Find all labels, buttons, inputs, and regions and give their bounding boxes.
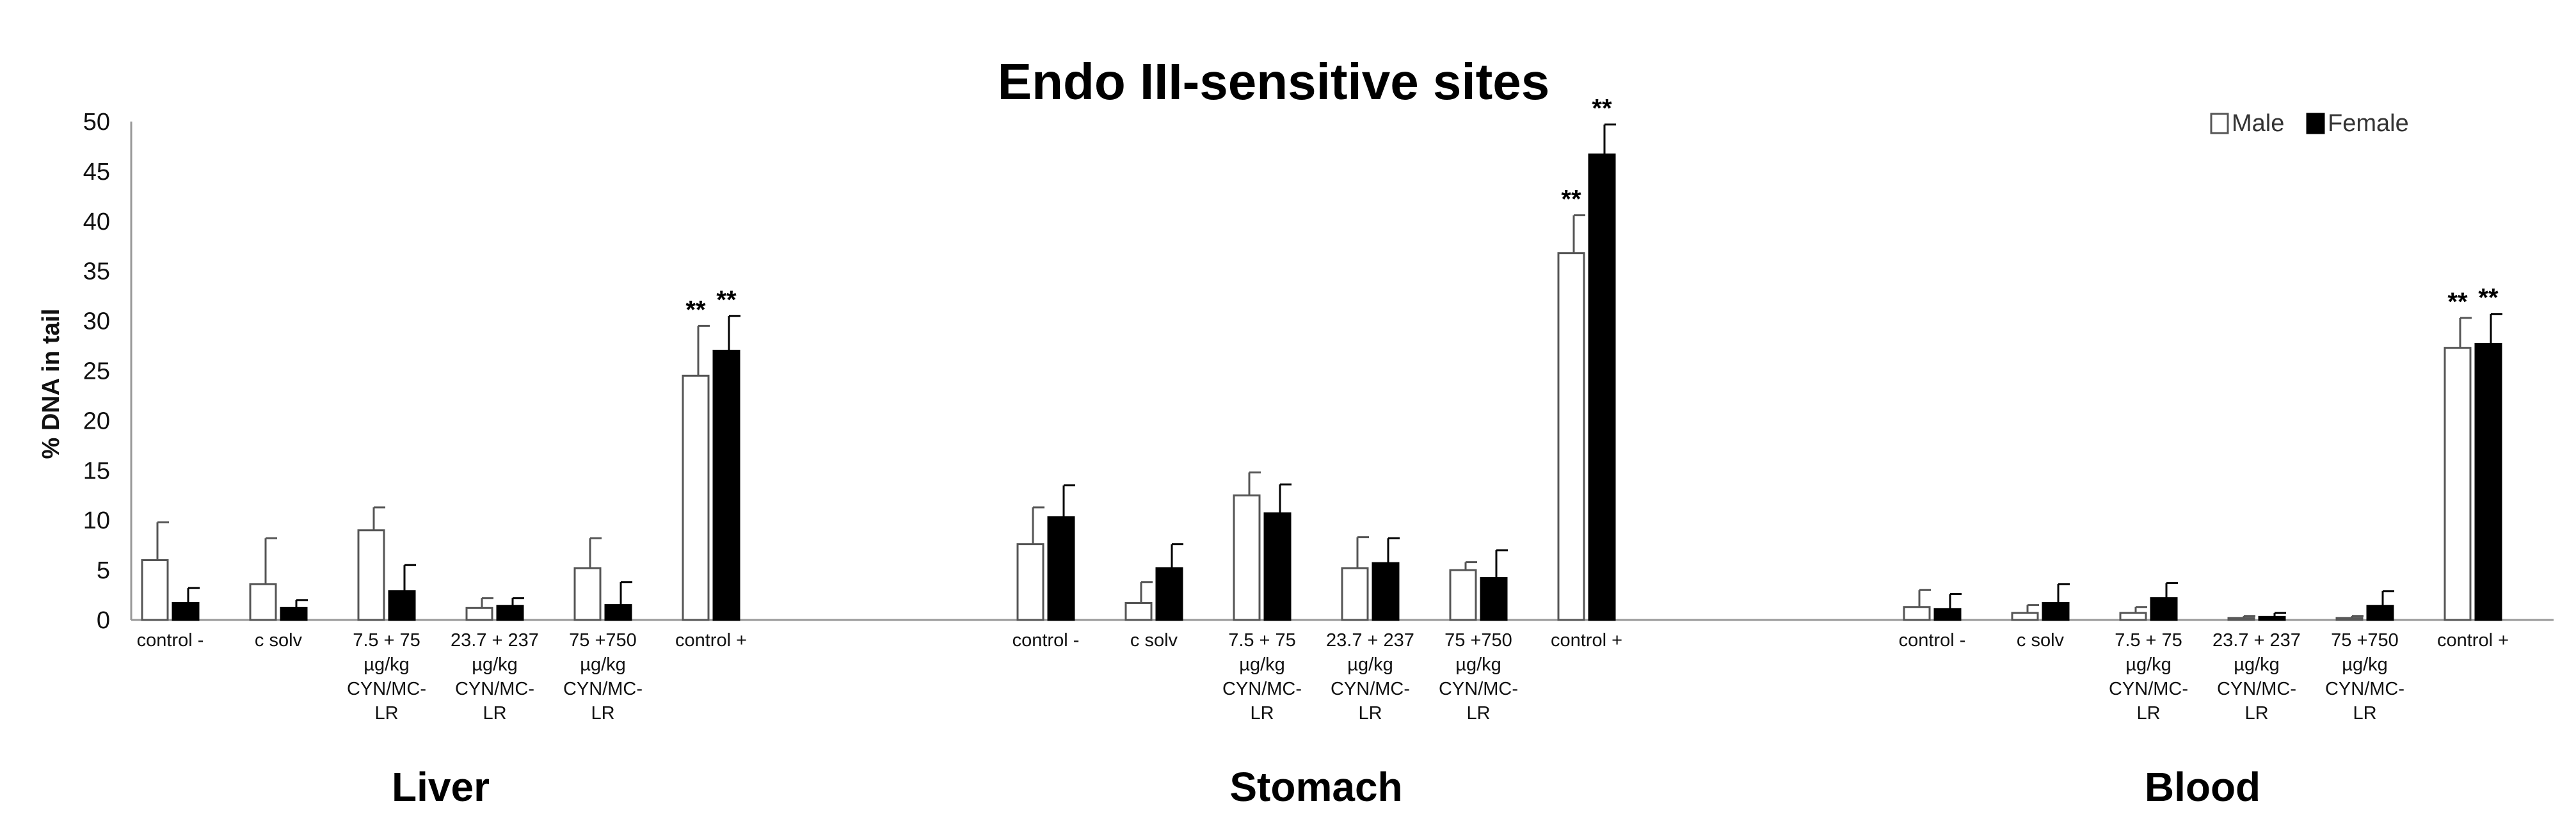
category-labels: control - c solv 7.5 + 75 µg/kg CYN/MC-LR 23.… (137, 630, 2509, 810)
y-tick-label: 40 (83, 209, 110, 235)
y-tick-label: 15 (83, 457, 110, 484)
bar-male (2119, 612, 2147, 621)
significance-marker: ** (2447, 288, 2468, 316)
bar-male (682, 374, 710, 621)
bar-female (604, 604, 632, 621)
chart-title: Endo III-sensitive sites (998, 53, 1550, 110)
significance-marker: ** (716, 286, 737, 314)
category-label: control - (1012, 630, 1080, 651)
legend-label-female: Female (2328, 110, 2409, 137)
axes: 0 5 10 15 20 25 30 35 40 45 50 (83, 109, 2554, 634)
y-axis-label: % DNA in tail (38, 308, 65, 459)
y-tick-label: 10 (83, 507, 110, 534)
bar-female (2150, 597, 2178, 621)
category-label: c solv (255, 630, 303, 651)
y-tick-label: 20 (83, 408, 110, 434)
bar-male (1903, 606, 1931, 621)
significance-marker: ** (1561, 185, 1581, 213)
bar-female (1155, 567, 1183, 621)
bar-female (1372, 562, 1400, 621)
bar-male (573, 567, 602, 621)
bar-male (2011, 612, 2039, 621)
bar-male (1341, 567, 1369, 621)
bar-female (1588, 153, 1616, 621)
y-tick-label: 5 (97, 557, 110, 584)
legend-swatch-female (2306, 113, 2325, 134)
bar-male (141, 559, 169, 621)
category-label: 75 +750 µg/kg CYN/MC-LR (563, 630, 643, 724)
y-tick-label: 50 (83, 109, 110, 136)
category-label: control - (137, 630, 204, 651)
bar-female (2258, 615, 2286, 621)
y-tick-label: 0 (97, 607, 110, 634)
significance-marker: ** (1592, 95, 1612, 123)
category-label: c solv (2017, 630, 2065, 651)
category-label: 7.5 + 75 µg/kg CYN/MC-LR (2109, 630, 2188, 724)
bar-male (2444, 347, 2472, 621)
category-label: c solv (1130, 630, 1178, 651)
bar-female (1480, 577, 1508, 621)
group-label-liver: Liver (392, 764, 490, 810)
bar-female (2366, 605, 2394, 621)
bar-female (1047, 516, 1075, 621)
category-label: control + (675, 630, 747, 651)
bar-female (388, 590, 416, 621)
category-label: 7.5 + 75 µg/kg CYN/MC-LR (1222, 630, 1302, 724)
bar-female (2042, 602, 2070, 621)
group-label-blood: Blood (2145, 764, 2260, 810)
bar-female (1263, 512, 1292, 621)
significance-marker: ** (685, 296, 706, 324)
bar-male (1449, 569, 1477, 621)
legend-swatch-male (2210, 113, 2229, 134)
bar-male (249, 583, 277, 621)
bar-male (465, 607, 493, 621)
bars: ** ** ** ** ** ** (141, 95, 2502, 621)
group-label-stomach: Stomach (1229, 764, 1402, 810)
bar-male (1016, 543, 1044, 621)
bar-male (2335, 617, 2364, 621)
bar-female (712, 349, 740, 621)
bar-male (1233, 494, 1261, 621)
legend-label-male: Male (2232, 110, 2284, 137)
y-tick-label: 25 (83, 358, 110, 385)
category-label: control - (1899, 630, 1966, 651)
category-label: control + (1551, 630, 1622, 651)
legend: Male Female (2210, 110, 2409, 137)
bar-female (172, 602, 200, 621)
bar-male (1557, 252, 1585, 621)
bar-male (357, 529, 385, 621)
category-label: 23.7 + 237 µg/kg CYN/MC-LR (451, 630, 539, 724)
bar-female (2474, 342, 2502, 621)
category-label: control + (2437, 630, 2509, 651)
bar-male (2227, 617, 2255, 621)
category-label: 23.7 + 237 µg/kg CYN/MC-LR (1326, 630, 1414, 724)
category-label: 7.5 + 75 µg/kg CYN/MC-LR (347, 630, 426, 724)
bar-female (280, 607, 308, 621)
significance-marker: ** (2478, 284, 2499, 312)
y-tick-label: 30 (83, 308, 110, 335)
category-label: 23.7 + 237 µg/kg CYN/MC-LR (2212, 630, 2301, 724)
category-label: 75 +750 µg/kg CYN/MC-LR (2325, 630, 2404, 724)
bar-female (1933, 608, 1962, 621)
bar-male (1124, 602, 1153, 621)
y-tick-label: 35 (83, 258, 110, 285)
bar-female (496, 605, 524, 621)
category-label: 75 +750 µg/kg CYN/MC-LR (1439, 630, 1518, 724)
y-tick-label: 45 (83, 159, 110, 186)
